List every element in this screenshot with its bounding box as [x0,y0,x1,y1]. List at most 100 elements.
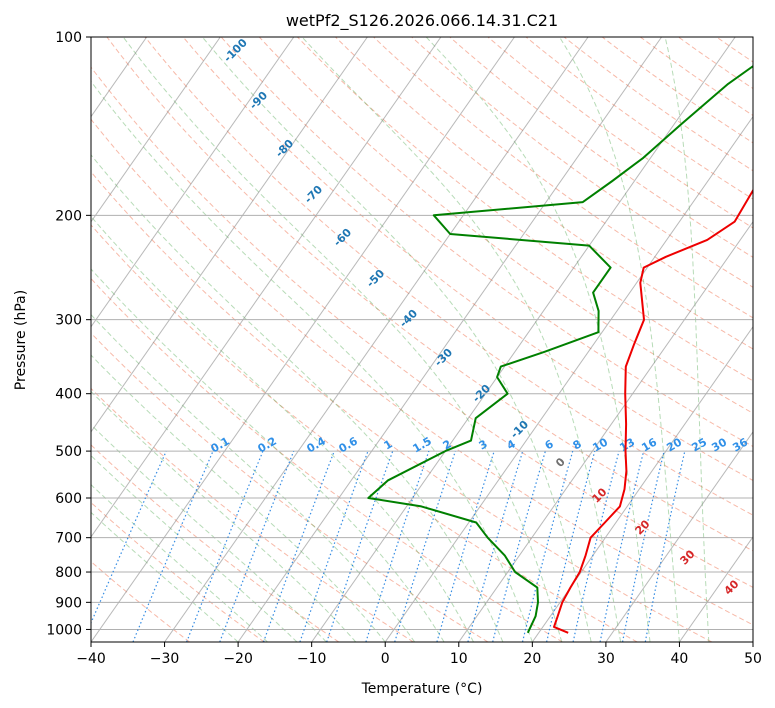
isotherm [605,430,753,642]
moist-adiabat [91,483,268,642]
isotherm [384,115,753,642]
isotherm [91,37,295,328]
moist-adiabat [664,37,710,642]
y-tick-label: 400 [55,387,82,403]
dry-adiabat-label: -60 [331,226,354,249]
y-axis-label: Pressure (hPa) [13,290,29,390]
chart-axes: −40 −30 −20 −10 0 10 20 30 40 5010020030040050060… [46,30,762,667]
mixing-ratio-label: 3 [477,437,490,452]
dry-adiabat [487,37,753,229]
mixing-ratio-line [572,450,620,642]
moist-adiabat [122,37,563,642]
isotherm [752,641,753,642]
x-tick-label: 0 [381,651,390,667]
isotherm [91,37,368,433]
x-tick-label: 40 [671,651,689,667]
chart-grid [0,37,775,642]
y-tick-label: 100 [55,30,82,46]
dry-adiabat [91,277,563,642]
y-tick-label: 600 [55,491,82,507]
dry-adiabat [91,171,713,642]
dry-adiabat [91,66,753,588]
x-tick-label: −10 [297,651,327,667]
moist-adiabat [91,424,327,642]
isotherm [678,535,753,642]
dry-adiabat [640,37,753,117]
mixing-ratio-line [546,450,596,642]
x-tick-label: −30 [150,651,180,667]
dry-adiabat [297,37,753,382]
moist-adiabat [91,154,504,642]
moist-adiabat [425,37,651,642]
x-tick-label: 50 [744,651,762,667]
isotherm [164,37,589,642]
isotherm [0,37,73,642]
dry-adiabat-label: -50 [364,267,387,290]
dry-adiabat [755,37,775,642]
isotherm [91,37,221,223]
mixing-ratio-label: 0.2 [256,434,279,455]
mixing-ratio-line [262,450,335,642]
mixing-ratio-line [394,450,456,642]
mixing-ratio-line [299,450,369,642]
mixing-ratio-line [326,450,394,642]
moist-adiabat [91,511,239,642]
plot-frame [90,36,754,643]
moist-adiabat [91,390,357,642]
dry-adiabat [91,332,489,642]
x-tick-label: 30 [597,651,615,667]
moist-adiabat-label: 30 [678,547,698,567]
dry-adiabat [678,37,753,90]
temperature-profile [553,188,753,634]
y-tick-label: 1000 [46,622,82,638]
dry-adiabat [449,37,753,258]
x-tick-label: 10 [450,651,468,667]
mixing-ratio-label: 0.6 [337,434,361,455]
moist-adiabat [201,37,592,642]
isotherm [237,37,663,642]
dewpoint-profile [367,64,753,634]
dry-adiabat-label: -20 [470,382,493,405]
moist-adiabat-label: 0 [553,455,568,470]
mixing-ratio-line [91,450,167,625]
y-tick-label: 300 [55,313,82,329]
dry-adiabat-label: -40 [397,307,420,330]
moist-adiabat [91,354,386,642]
dry-adiabat [91,560,190,642]
x-tick-label: 20 [523,651,541,667]
mixing-ratio-line [186,450,264,642]
isotherm [458,220,753,642]
mixing-ratio-line [521,450,574,642]
moist-adiabat [91,268,445,642]
mixing-ratio-line [599,450,645,642]
dry-adiabat-label: -80 [273,137,296,160]
mixing-ratio-line [132,450,214,642]
moist-adiabat [91,80,533,642]
dry-adiabat-label: -90 [247,89,270,112]
dry-adiabat-label: -70 [302,183,325,206]
sounding-profiles [367,64,753,634]
moist-adiabat [559,37,680,642]
mixing-ratio-label: 1 [382,437,395,452]
y-tick-label: 200 [55,208,82,224]
dry-adiabat [91,224,638,642]
y-tick-label: 800 [55,565,82,581]
y-tick-label: 700 [55,531,82,547]
isotherm [91,37,442,538]
y-tick-label: 500 [55,444,82,460]
x-tick-label: −20 [223,651,253,667]
mixing-ratio-line [219,450,295,642]
x-tick-label: −40 [76,651,106,667]
moist-adiabat [91,454,298,642]
dry-adiabat [91,387,414,642]
chart-title: wetPf2_S126.2026.066.14.31.C21 [286,11,558,31]
dry-adiabat [258,37,753,414]
dry-adiabat [91,118,753,626]
dry-adiabat-label: -30 [432,346,455,369]
mixing-ratio-line [365,450,430,642]
dry-adiabat-label: -100 [221,36,250,65]
mixing-ratio-line [644,450,686,642]
isotherm [91,37,515,642]
mixing-ratio-line [467,450,524,642]
